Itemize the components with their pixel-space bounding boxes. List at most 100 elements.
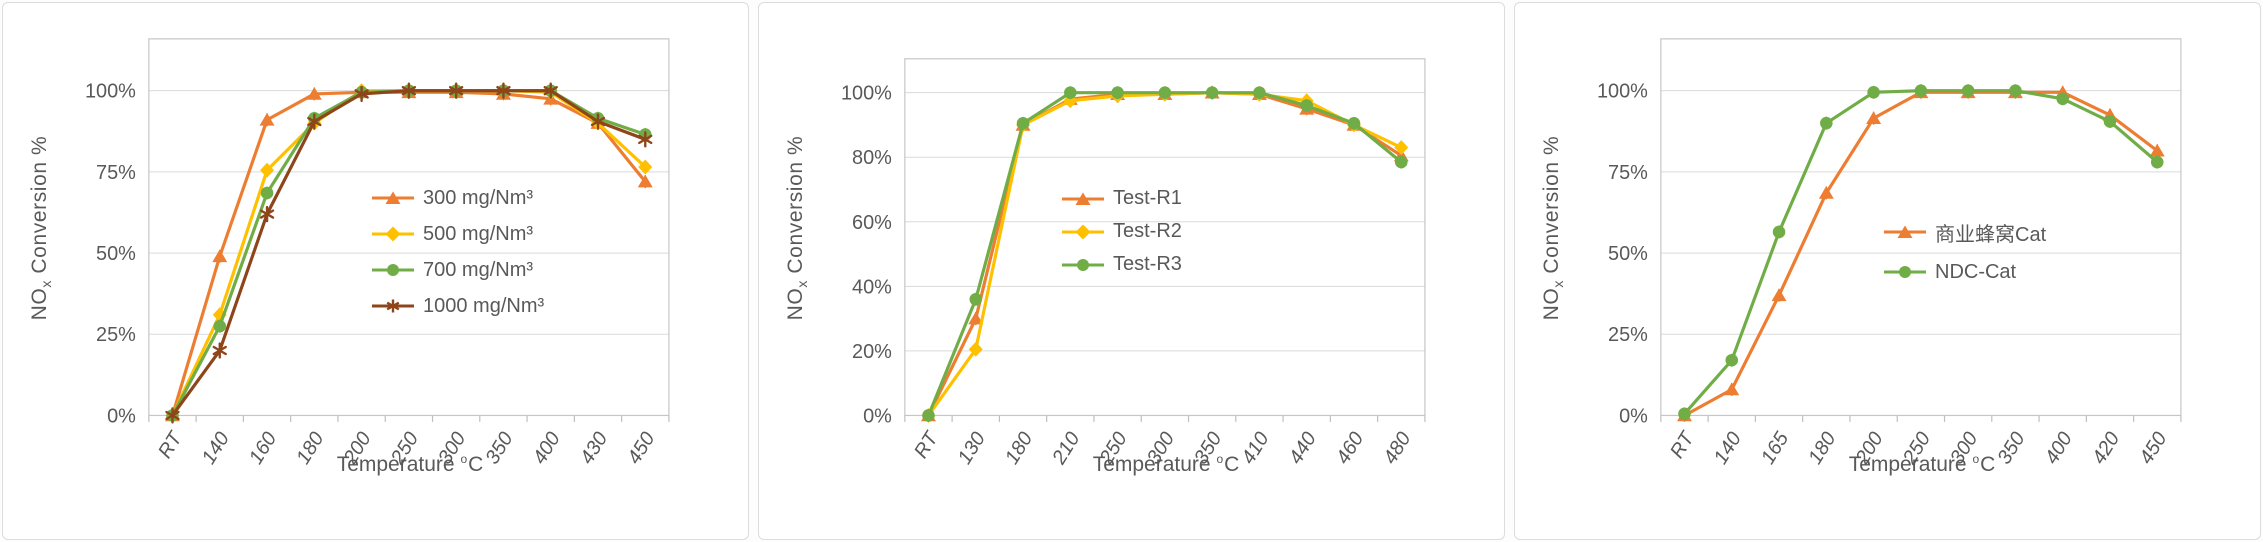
data-point-marker [590,113,606,130]
data-point-marker [259,205,275,223]
data-point-marker [1111,86,1124,99]
series-line-group [922,86,1408,422]
data-point-marker [1772,225,1786,239]
legend-item: Test-R2 [1061,215,1182,248]
plot-border [1660,38,2182,417]
legend-label: 300 mg/Nm³ [423,186,534,209]
y-tick-label: 50% [1608,243,1648,265]
data-point-marker [1064,86,1077,99]
data-point-marker [2056,92,2069,106]
data-point-marker [1253,86,1266,99]
chart-panel-nox-concentration: 0% 25% 50% 75% 100% RT 140 160 180 200 250 300 350 40… [2,2,749,540]
data-point-marker [1771,288,1787,302]
circle-marker-icon [372,264,414,276]
data-point-marker [1820,116,1833,130]
y-tick-label: 0% [107,405,136,427]
data-point-marker [2150,155,2164,169]
data-point-marker [1914,84,1928,97]
gridlines [904,92,1425,352]
data-point-marker [1347,117,1361,130]
data-point-marker [306,86,322,100]
y-tick-label: 25% [96,324,136,346]
y-axis-title: NOx Conversion % [28,135,55,321]
x-axis-title: Temperature oC [336,452,484,476]
legend-label: NDC-Cat [1935,260,2017,283]
data-point-marker [1725,353,1739,367]
chart-panel-catalyst-comparison: 0% 25% 50% 75% 100% RT 140 165 180 200 250 300 350 40… [1514,2,2261,540]
data-point-marker [1866,111,1882,125]
y-tick-label: 75% [1608,162,1648,184]
asterisk-marker-icon [372,299,414,313]
chart-legend: Test-R1 Test-R2 Test-R3 [1061,182,1182,281]
chart-legend: 商业蜂窝Cat NDC-Cat [1883,212,2046,292]
data-point-marker [448,82,464,99]
data-point-marker [212,342,227,359]
legend-item: 1000 mg/Nm³ [371,288,544,324]
legend-label: Test-R2 [1113,220,1182,242]
data-point-marker [1818,186,1834,199]
legend-label: 1000 mg/Nm³ [423,294,545,317]
y-axis-title: NOx Conversion % [1540,135,1567,321]
data-point-marker [2149,143,2165,157]
y-tick-label: 25% [1608,324,1648,346]
data-point-marker [638,159,653,175]
data-point-marker [213,319,227,333]
y-tick-label: 100% [1597,81,1648,103]
legend-item: Test-R3 [1061,248,1182,281]
x-axis-ticks [148,415,670,422]
legend-item: 500 mg/Nm³ [371,216,544,252]
data-point-marker [2103,115,2117,128]
series-line-group [1678,84,2164,421]
y-axis-tick-labels: 0% 25% 50% 75% 100% [85,81,136,428]
data-point-marker [1300,99,1313,112]
data-point-marker [1678,407,1691,421]
y-tick-label: 100% [85,81,136,103]
data-point-marker [637,174,653,188]
legend-item: 700 mg/Nm³ [371,252,544,288]
line-chart-canvas: 0%20%40%60%80%100%RT 130 180 210 250 300 350 41… [841,58,1426,469]
y-tick-label: 75% [96,162,136,184]
data-point-marker [1867,86,1880,99]
y-tick-label: 50% [96,243,136,265]
data-point-marker [1961,84,1975,97]
legend-label: 商业蜂窝Cat [1935,223,2047,246]
data-point-marker [260,162,275,178]
line-chart-canvas: 0%25%50%75%100%RT 140 165 180 200 250 300 350 40… [1597,38,2182,469]
triangle-marker-icon [1884,225,1926,238]
y-tick-label: 40% [852,276,892,298]
data-point-marker [354,85,369,103]
data-point-marker [496,82,511,99]
data-point-marker [165,407,180,424]
chart-panel-test-runs: 0% 20% 40% 60% 80% 100% RT 130 180 210 250 300 350 41… [758,2,1505,540]
diamond-marker-icon [1062,224,1104,239]
plot-border [904,58,1426,417]
legend-label: 500 mg/Nm³ [423,222,534,245]
data-point-marker [638,131,653,148]
circle-marker-icon [1884,266,1926,278]
y-axis-title: NOx Conversion % [784,135,811,321]
data-point-marker [1394,155,1408,169]
y-tick-label: 100% [841,83,892,105]
legend-label: 700 mg/Nm³ [423,258,534,281]
legend-item: NDC-Cat [1883,252,2046,292]
data-point-marker [1016,117,1030,130]
legend-item: 商业蜂窝Cat [1883,212,2046,252]
data-point-marker [401,82,417,99]
plot-border [148,38,670,417]
data-point-marker [1205,86,1219,99]
data-point-marker [969,292,983,306]
triangle-marker-icon [372,191,414,204]
circle-marker-icon [1062,258,1104,271]
x-axis-ticks [1660,415,2182,422]
y-tick-label: 60% [852,212,892,234]
data-point-marker [543,82,558,99]
x-axis-title: Temperature oC [1848,452,1996,476]
series-line-group [165,82,653,424]
x-axis-title: Temperature oC [1092,452,1240,476]
legend-item: 300 mg/Nm³ [371,180,544,216]
data-point-marker [1158,86,1172,99]
legend-item: Test-R1 [1061,182,1182,215]
legend-label: Test-R3 [1113,253,1182,275]
legend-label: Test-R1 [1113,187,1182,209]
